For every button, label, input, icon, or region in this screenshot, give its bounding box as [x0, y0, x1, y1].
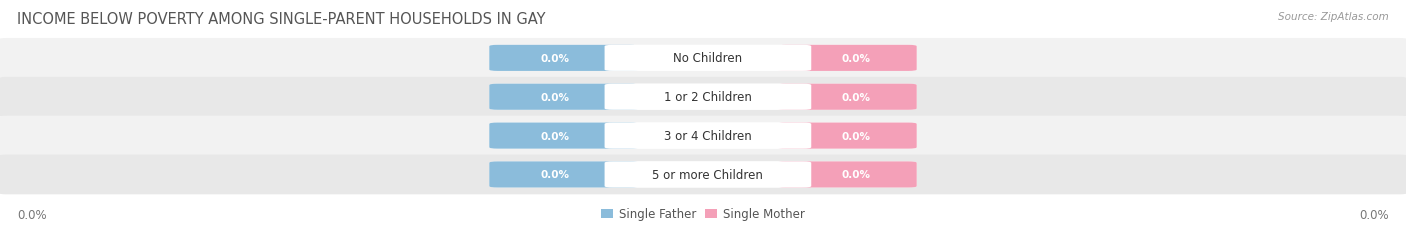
Legend: Single Father, Single Mother: Single Father, Single Mother	[596, 203, 810, 225]
Text: 5 or more Children: 5 or more Children	[652, 168, 763, 181]
FancyBboxPatch shape	[489, 84, 638, 110]
Text: 0.0%: 0.0%	[841, 92, 870, 102]
FancyBboxPatch shape	[0, 155, 1406, 195]
FancyBboxPatch shape	[605, 84, 811, 110]
Text: 0.0%: 0.0%	[541, 54, 569, 64]
Text: 0.0%: 0.0%	[841, 54, 870, 64]
FancyBboxPatch shape	[0, 116, 1406, 156]
Text: 0.0%: 0.0%	[841, 170, 870, 180]
FancyBboxPatch shape	[489, 162, 638, 188]
FancyBboxPatch shape	[605, 123, 811, 149]
Text: 0.0%: 0.0%	[17, 208, 46, 221]
Text: No Children: No Children	[673, 52, 742, 65]
Text: 0.0%: 0.0%	[1360, 208, 1389, 221]
FancyBboxPatch shape	[605, 46, 811, 72]
FancyBboxPatch shape	[489, 123, 917, 149]
FancyBboxPatch shape	[605, 162, 811, 188]
FancyBboxPatch shape	[0, 77, 1406, 117]
Text: Source: ZipAtlas.com: Source: ZipAtlas.com	[1278, 12, 1389, 21]
Text: 1 or 2 Children: 1 or 2 Children	[664, 91, 752, 104]
Text: 3 or 4 Children: 3 or 4 Children	[664, 130, 752, 143]
FancyBboxPatch shape	[778, 162, 917, 188]
Text: 0.0%: 0.0%	[541, 170, 569, 180]
Text: 0.0%: 0.0%	[841, 131, 870, 141]
FancyBboxPatch shape	[778, 84, 917, 110]
FancyBboxPatch shape	[778, 123, 917, 149]
Text: INCOME BELOW POVERTY AMONG SINGLE-PARENT HOUSEHOLDS IN GAY: INCOME BELOW POVERTY AMONG SINGLE-PARENT…	[17, 12, 546, 27]
Text: 0.0%: 0.0%	[541, 92, 569, 102]
FancyBboxPatch shape	[489, 162, 917, 188]
FancyBboxPatch shape	[489, 46, 917, 72]
FancyBboxPatch shape	[489, 84, 917, 110]
FancyBboxPatch shape	[0, 39, 1406, 79]
FancyBboxPatch shape	[489, 46, 638, 72]
Text: 0.0%: 0.0%	[541, 131, 569, 141]
FancyBboxPatch shape	[778, 46, 917, 72]
FancyBboxPatch shape	[489, 123, 638, 149]
